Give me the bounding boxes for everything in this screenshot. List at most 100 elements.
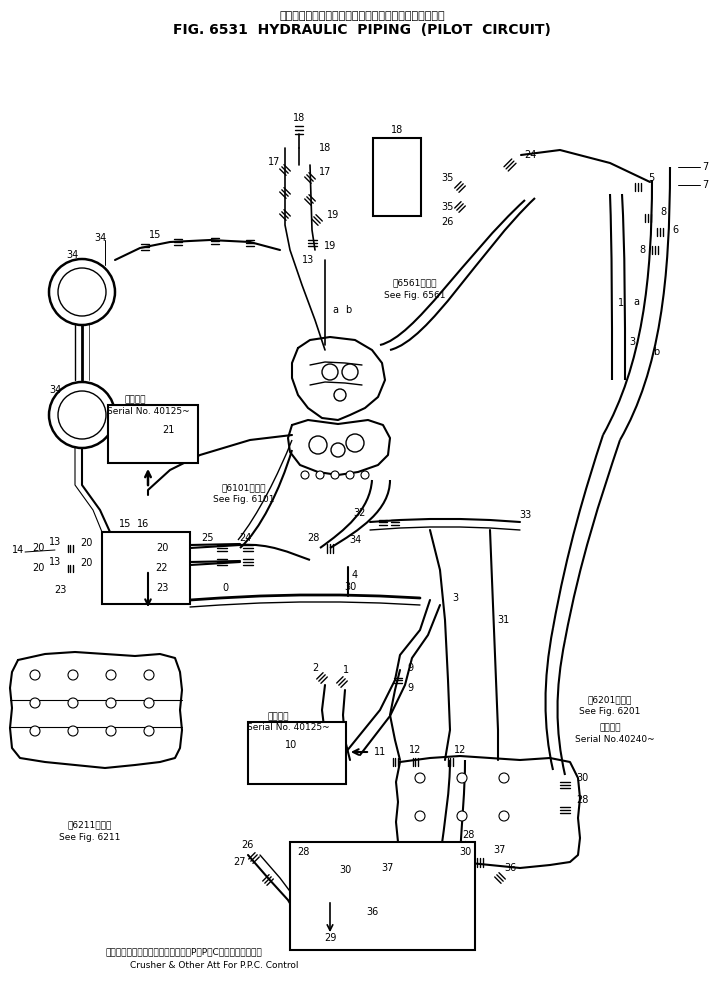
Text: See Fig. 6101: See Fig. 6101 <box>213 496 275 504</box>
Circle shape <box>144 670 154 680</box>
Text: 36: 36 <box>366 907 378 917</box>
Text: b: b <box>653 347 659 357</box>
Circle shape <box>68 670 78 680</box>
Text: 21: 21 <box>162 425 174 435</box>
Text: 29: 29 <box>324 933 336 943</box>
Text: ハイドロリック　パイピング　パイロット　サーキット: ハイドロリック パイピング パイロット サーキット <box>279 11 445 21</box>
Bar <box>248 722 346 784</box>
Text: 18: 18 <box>391 125 403 135</box>
Text: Serial No. 40125~: Serial No. 40125~ <box>107 406 189 415</box>
Text: 10: 10 <box>285 740 297 750</box>
Text: 1: 1 <box>343 665 349 675</box>
Text: a: a <box>633 297 639 307</box>
Text: 3: 3 <box>629 337 635 347</box>
Circle shape <box>30 670 40 680</box>
Text: 5: 5 <box>648 173 654 183</box>
Circle shape <box>30 698 40 708</box>
Text: 7: 7 <box>702 162 709 172</box>
Circle shape <box>58 391 106 439</box>
Text: 第6101図参照: 第6101図参照 <box>222 484 266 493</box>
Text: Serial No. 40125~: Serial No. 40125~ <box>247 724 329 733</box>
Text: 33: 33 <box>519 510 531 520</box>
Circle shape <box>346 471 354 479</box>
Circle shape <box>30 726 40 736</box>
Text: 20: 20 <box>80 558 93 568</box>
Text: 28: 28 <box>297 847 309 857</box>
Text: 6: 6 <box>672 225 678 235</box>
Circle shape <box>316 471 324 479</box>
Text: 28: 28 <box>576 795 589 805</box>
Text: 37: 37 <box>382 863 394 873</box>
Text: 34: 34 <box>94 233 106 243</box>
Text: 20: 20 <box>32 563 44 573</box>
Text: クラッシャ＆アザーアタッチメントP．P．C．コントロール用: クラッシャ＆アザーアタッチメントP．P．C．コントロール用 <box>105 947 262 956</box>
Text: 11: 11 <box>374 747 386 757</box>
Text: 34: 34 <box>349 535 361 545</box>
Circle shape <box>331 443 345 457</box>
Text: b: b <box>345 305 351 315</box>
Bar <box>108 405 198 463</box>
Text: 26: 26 <box>241 840 253 850</box>
Text: 22: 22 <box>155 563 168 573</box>
Text: 23: 23 <box>54 585 67 595</box>
Text: 9: 9 <box>407 663 413 673</box>
Text: 第6201図参照: 第6201図参照 <box>588 695 632 704</box>
Text: 37: 37 <box>494 845 506 855</box>
Text: 26: 26 <box>441 217 453 227</box>
Circle shape <box>106 698 116 708</box>
Text: 適用号機: 適用号機 <box>599 724 621 733</box>
Circle shape <box>68 726 78 736</box>
Circle shape <box>49 382 115 448</box>
Text: 8: 8 <box>639 245 645 255</box>
Circle shape <box>361 471 369 479</box>
Text: 4: 4 <box>352 570 358 580</box>
Text: 30: 30 <box>339 865 351 875</box>
Text: 31: 31 <box>497 615 509 625</box>
Circle shape <box>68 698 78 708</box>
Circle shape <box>144 698 154 708</box>
Circle shape <box>331 471 339 479</box>
Bar <box>290 842 475 950</box>
Circle shape <box>309 436 327 454</box>
Circle shape <box>322 364 338 380</box>
Text: a: a <box>332 305 338 315</box>
Text: Crusher & Other Att For P.P.C. Control: Crusher & Other Att For P.P.C. Control <box>130 960 299 969</box>
Text: 18: 18 <box>293 113 305 123</box>
Text: 15: 15 <box>119 519 131 529</box>
Text: 25: 25 <box>202 533 214 543</box>
Text: 28: 28 <box>307 533 319 543</box>
Text: 19: 19 <box>327 210 339 220</box>
Text: 27: 27 <box>234 857 247 867</box>
Text: 0: 0 <box>222 583 228 593</box>
Text: 30: 30 <box>576 773 588 783</box>
Text: 34: 34 <box>49 385 61 395</box>
Text: 28: 28 <box>462 830 474 840</box>
Text: 30: 30 <box>459 847 471 857</box>
Text: 36: 36 <box>504 863 516 873</box>
Text: 20: 20 <box>80 538 93 548</box>
Circle shape <box>457 811 467 821</box>
Circle shape <box>301 471 309 479</box>
Circle shape <box>499 811 509 821</box>
Circle shape <box>106 670 116 680</box>
Circle shape <box>144 726 154 736</box>
Text: 16: 16 <box>137 519 149 529</box>
Text: 13: 13 <box>49 557 61 567</box>
Text: 20: 20 <box>32 543 44 553</box>
Text: 12: 12 <box>408 745 422 755</box>
Text: 20: 20 <box>156 543 168 553</box>
Text: 12: 12 <box>454 745 466 755</box>
Text: 35: 35 <box>441 202 453 212</box>
Text: 14: 14 <box>12 545 24 555</box>
Text: 19: 19 <box>324 241 336 251</box>
Text: 15: 15 <box>149 230 161 240</box>
Circle shape <box>334 389 346 401</box>
Text: 適用号機: 適用号機 <box>124 395 146 404</box>
Circle shape <box>457 773 467 783</box>
Text: 2: 2 <box>312 663 318 673</box>
Text: 17: 17 <box>268 157 281 167</box>
Bar <box>373 138 421 216</box>
Text: 23: 23 <box>156 583 168 593</box>
Text: 34: 34 <box>66 250 78 260</box>
Text: 13: 13 <box>49 537 61 547</box>
